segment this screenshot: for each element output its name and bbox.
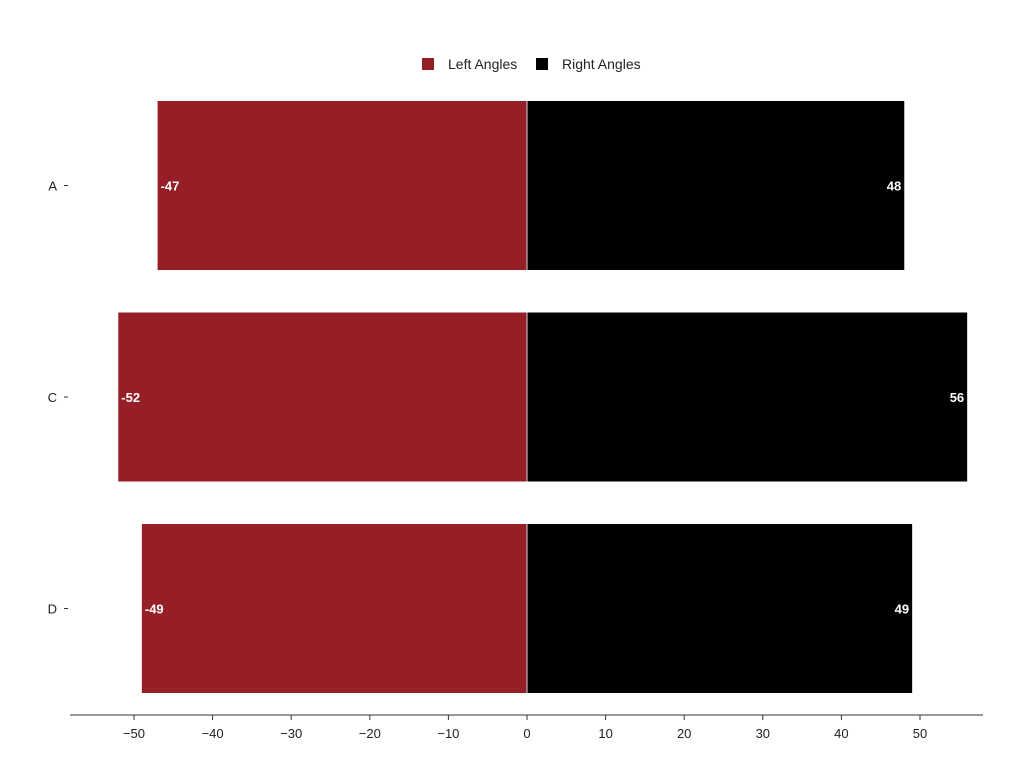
y-axis: A C D	[48, 179, 68, 617]
x-tick-label: −20	[359, 726, 381, 741]
legend-label-left-angles: Left Angles	[448, 56, 517, 72]
x-tick-label: 40	[834, 726, 848, 741]
x-tick-label: −50	[123, 726, 145, 741]
bars-group: -47 48 -52 56 -49 49	[118, 101, 968, 693]
legend: Left Angles Right Angles	[422, 56, 641, 72]
data-label-right-angles-a: 48	[887, 179, 901, 194]
x-tick-label: −10	[437, 726, 459, 741]
bar-left-angles-c	[118, 312, 527, 482]
x-tick-label: 30	[756, 726, 770, 741]
x-tick-label: 50	[913, 726, 927, 741]
y-tick-label-d: D	[48, 602, 57, 617]
bar-left-angles-d	[141, 524, 528, 693]
bar-right-angles-c	[527, 312, 968, 482]
bar-right-angles-d	[527, 524, 913, 693]
data-label-left-angles-c: -52	[121, 390, 140, 405]
legend-swatch-left-angles	[422, 58, 434, 70]
data-label-right-angles-c: 56	[950, 390, 964, 405]
data-label-right-angles-d: 49	[895, 602, 909, 617]
x-tick-label: 0	[523, 726, 530, 741]
y-tick-label-c: C	[48, 390, 57, 405]
bar-right-angles-a	[527, 101, 905, 270]
legend-label-right-angles: Right Angles	[562, 56, 641, 72]
x-tick-label: 10	[598, 726, 612, 741]
data-label-left-angles-a: -47	[161, 179, 180, 194]
x-tick-label: −30	[280, 726, 302, 741]
x-axis: −50 −40 −30 −20 −10 0 10 20 30 40 50	[70, 714, 983, 741]
x-tick-label: −40	[202, 726, 224, 741]
y-tick-label-a: A	[48, 179, 57, 194]
data-label-left-angles-d: -49	[145, 602, 164, 617]
x-tick-label: 20	[677, 726, 691, 741]
legend-swatch-right-angles	[536, 58, 548, 70]
bar-left-angles-a	[157, 101, 527, 270]
